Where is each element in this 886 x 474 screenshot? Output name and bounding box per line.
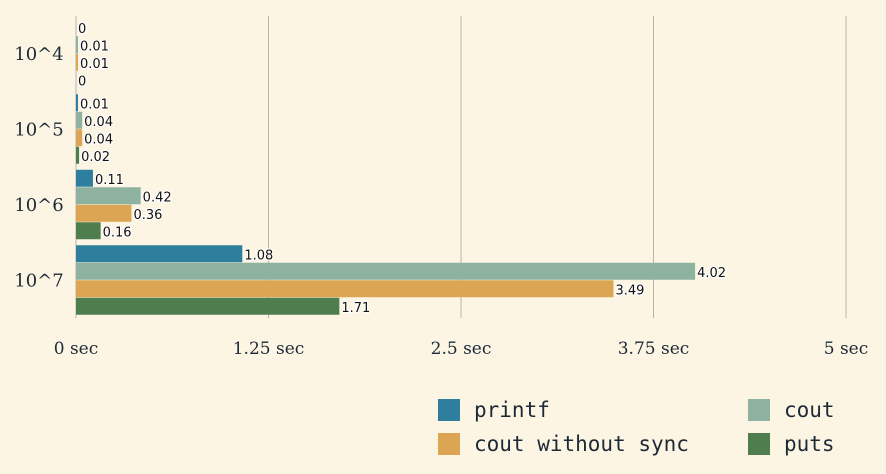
- legend: printf cout cout without sync puts: [438, 396, 858, 462]
- y-category-label: 10^4: [14, 44, 63, 65]
- x-axis: 0 sec 1.25 sec 2.5 sec 3.75 sec 5 sec: [54, 339, 869, 359]
- legend-swatch-cout-without-sync: [438, 433, 460, 455]
- data-label: 0.01: [80, 57, 109, 72]
- legend-label-puts: puts: [784, 432, 835, 456]
- legend-label-printf: printf: [474, 398, 550, 422]
- data-label: 0.02: [81, 150, 110, 165]
- y-category-label: 10^5: [14, 119, 63, 140]
- legend-swatch-puts: [748, 433, 770, 455]
- data-label: 0.11: [95, 173, 124, 188]
- y-axis: 10^4 10^5 10^6 10^7: [14, 44, 63, 292]
- data-label: 3.49: [615, 283, 644, 298]
- bar: [76, 146, 80, 164]
- x-tick-label: 0 sec: [54, 339, 99, 359]
- data-label: 1.08: [244, 248, 273, 263]
- bar: [76, 222, 101, 240]
- data-label: 0.01: [80, 97, 109, 112]
- legend-item-cout: cout: [748, 396, 835, 424]
- legend-item-cout-without-sync: cout without sync: [438, 430, 689, 458]
- bar: [76, 169, 93, 187]
- bar: [76, 129, 83, 147]
- x-tick-label: 1.25 sec: [233, 339, 305, 359]
- bars: 0 0.01 0.01 0 0.01 0.04 0.04 0.02 0.11 0.42 0.360.…: [76, 21, 727, 317]
- data-label: 0: [78, 22, 86, 37]
- bar: [76, 262, 696, 280]
- bar: [76, 297, 340, 315]
- bar: [76, 204, 132, 222]
- legend-item-printf: printf: [438, 396, 550, 424]
- legend-label-cout: cout: [784, 398, 835, 422]
- y-category-label: 10^7: [14, 270, 63, 291]
- y-category-label: 10^6: [14, 195, 63, 216]
- data-label: 0.42: [143, 190, 172, 205]
- data-label: 0.16: [103, 225, 132, 240]
- data-label: 0.04: [84, 132, 113, 147]
- data-label: 0.01: [80, 39, 109, 54]
- bar: [76, 187, 141, 205]
- bar: [76, 245, 243, 263]
- bar: [76, 111, 83, 129]
- legend-item-puts: puts: [748, 430, 835, 458]
- x-tick-label: 2.5 sec: [431, 339, 492, 359]
- x-tick-label: 5 sec: [824, 339, 869, 359]
- data-label: 4.02: [697, 266, 726, 281]
- bar: [76, 280, 614, 298]
- data-label: 0.04: [84, 115, 113, 130]
- x-tick-label: 3.75 sec: [618, 339, 690, 359]
- data-label: 0.36: [133, 208, 162, 223]
- bar: [76, 94, 78, 112]
- data-label: 0: [78, 74, 86, 89]
- bar: [76, 36, 78, 54]
- legend-swatch-cout: [748, 399, 770, 421]
- data-label: 1.71: [341, 301, 370, 316]
- legend-label-cout-without-sync: cout without sync: [474, 432, 689, 456]
- bar: [76, 53, 78, 71]
- legend-swatch-printf: [438, 399, 460, 421]
